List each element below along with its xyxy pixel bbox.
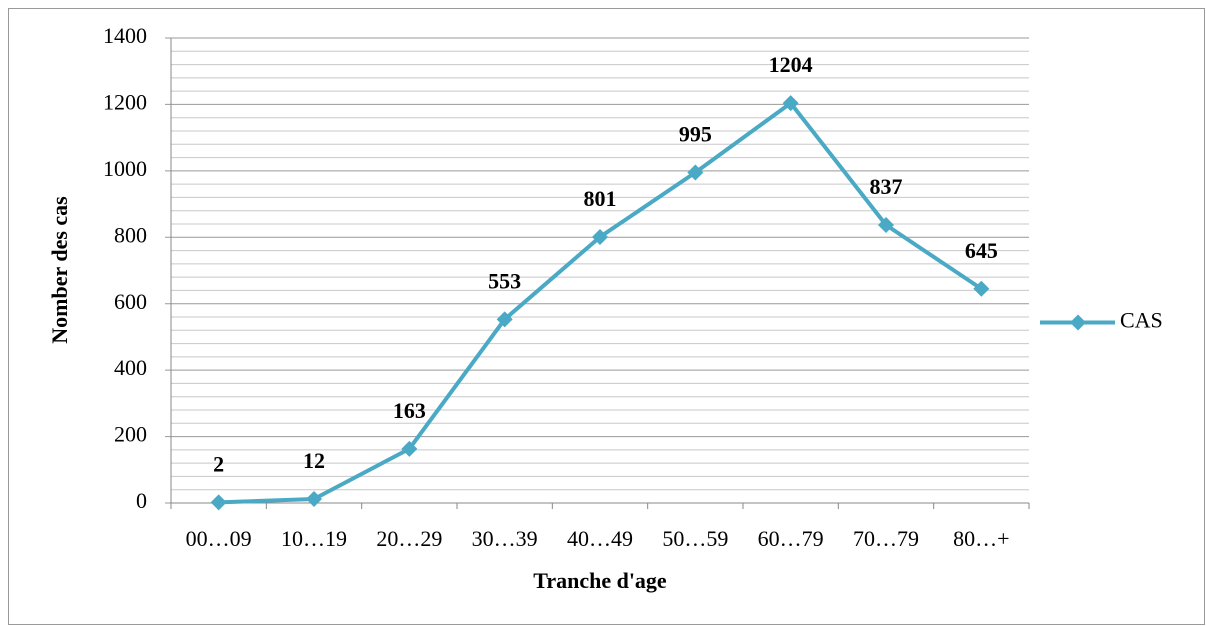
x-tick-label: 00…09 (186, 526, 252, 551)
x-axis-label: Tranche d'age (533, 568, 667, 593)
x-tick-label: 70…79 (853, 526, 919, 551)
x-tick-label: 20…29 (376, 526, 442, 551)
data-label: 645 (965, 238, 998, 263)
data-label: 553 (488, 268, 521, 293)
data-label: 837 (870, 174, 903, 199)
x-tick-label: 60…79 (758, 526, 824, 551)
y-tick-label: 1200 (103, 89, 147, 114)
marker (401, 440, 418, 457)
y-tick-label: 200 (114, 422, 147, 447)
y-tick-label: 1000 (103, 156, 147, 181)
data-label: 995 (679, 122, 712, 147)
y-tick-label: 0 (136, 488, 147, 513)
y-axis-label: Nomber des cas (47, 196, 72, 344)
legend-label: CAS (1120, 308, 1163, 333)
marker (210, 494, 227, 511)
x-tick-label: 30…39 (472, 526, 538, 551)
x-tick-label: 40…49 (567, 526, 633, 551)
marker (592, 228, 608, 245)
marker (782, 95, 799, 112)
x-tick-label: 80…+ (953, 526, 1009, 551)
marker (878, 216, 894, 233)
y-tick-label: 800 (114, 222, 147, 247)
x-tick-label: 10…19 (281, 526, 347, 551)
data-label: 2 (213, 451, 224, 476)
y-tick-label: 1400 (103, 23, 147, 48)
y-tick-label: 600 (114, 289, 147, 314)
data-label: 1204 (769, 52, 813, 77)
y-tick-label: 400 (114, 355, 147, 380)
marker (496, 311, 513, 328)
data-label: 12 (303, 448, 325, 473)
marker (687, 164, 704, 181)
marker (306, 491, 322, 508)
data-label: 163 (393, 398, 426, 423)
legend-marker (1070, 314, 1086, 331)
marker (973, 280, 990, 297)
x-tick-label: 50…59 (662, 526, 728, 551)
data-label: 801 (584, 186, 617, 211)
